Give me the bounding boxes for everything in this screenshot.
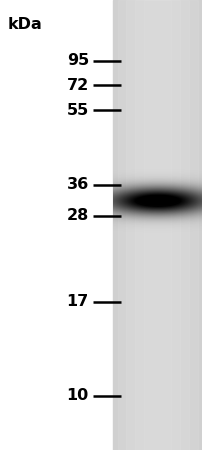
Text: 72: 72 [67,78,89,93]
Text: 36: 36 [67,177,89,192]
Text: 55: 55 [67,103,89,118]
Bar [135,0,180,450]
Text: 28: 28 [67,208,89,224]
Text: 10: 10 [67,388,89,404]
Bar [118,0,198,450]
Bar [144,0,171,450]
Text: 95: 95 [67,53,89,68]
Bar [126,0,189,450]
Text: 17: 17 [67,294,89,309]
Text: kDa: kDa [8,17,43,32]
Bar [113,0,202,450]
